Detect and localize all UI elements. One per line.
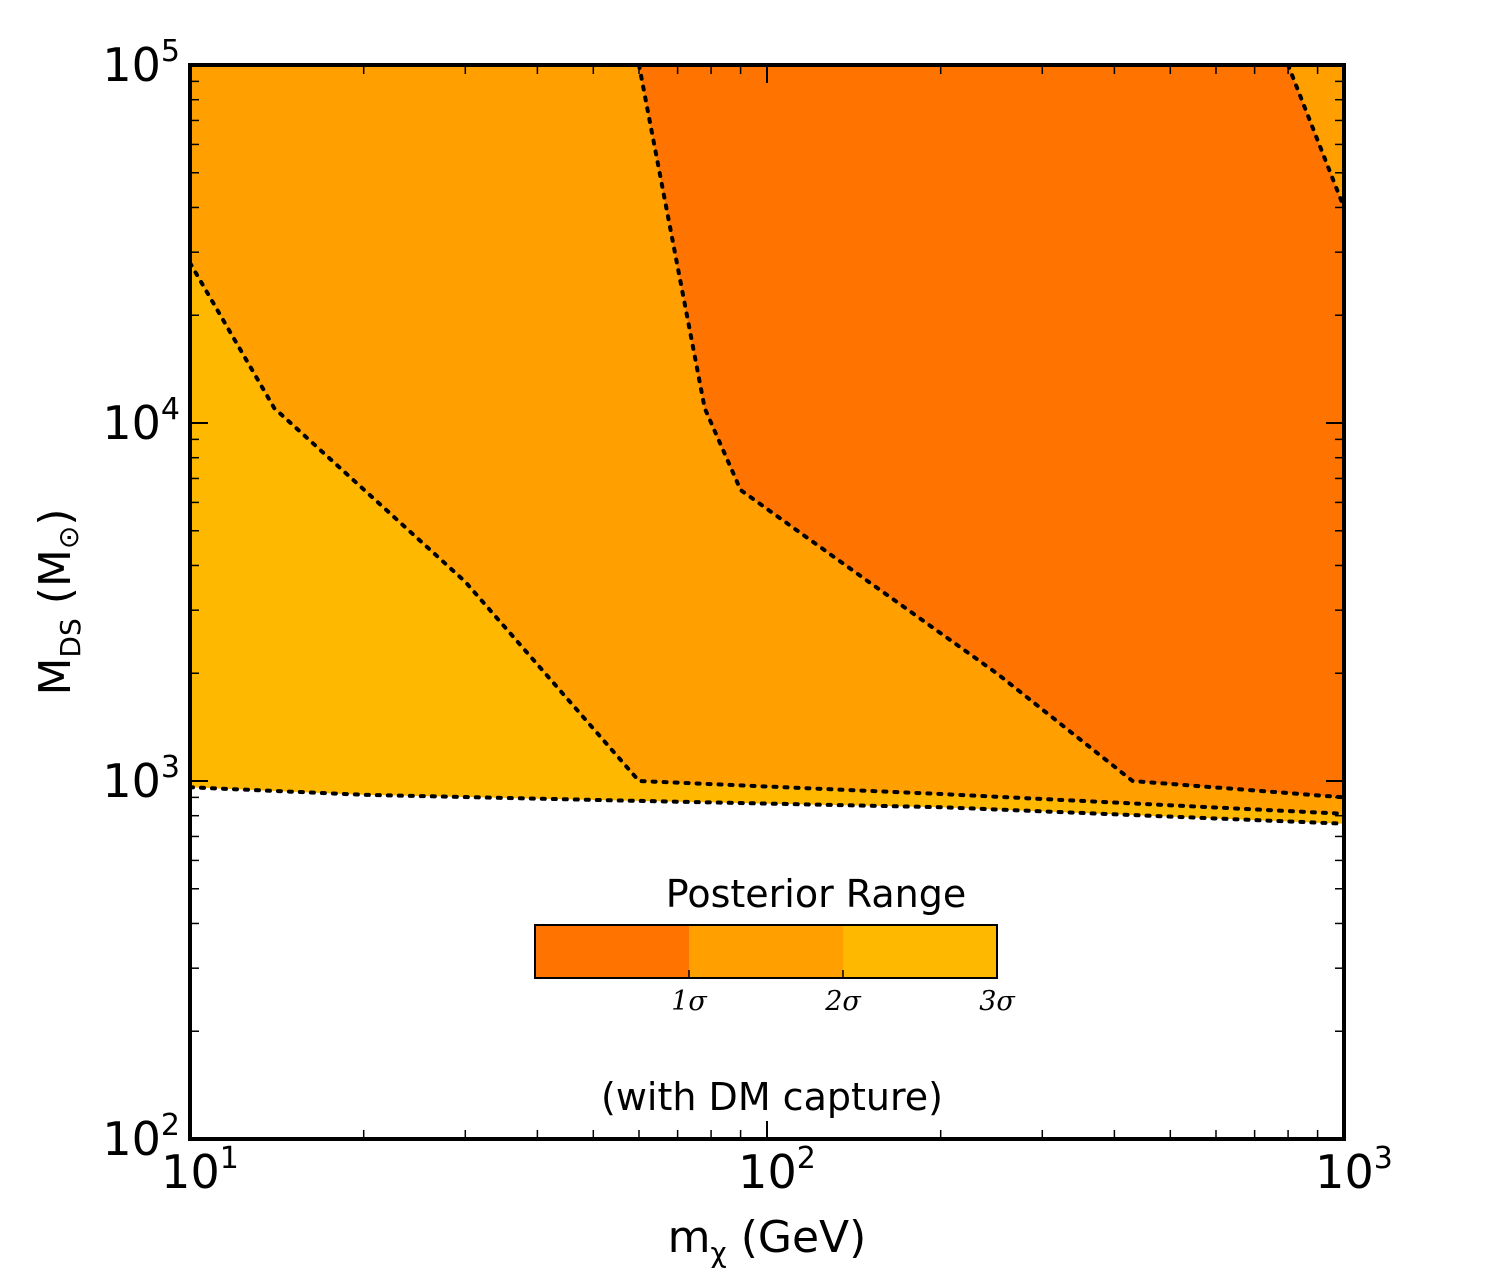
y-tick-base: 10 bbox=[102, 38, 161, 92]
x-axis-label-rest: (GeV) bbox=[727, 1212, 867, 1263]
y-axis-label-sub: DS bbox=[54, 618, 87, 657]
contour-lines bbox=[190, 65, 1344, 826]
x-tick-base: 10 bbox=[738, 1145, 797, 1199]
y-tick-label: 103 bbox=[102, 750, 180, 808]
x-tick-exponent: 2 bbox=[797, 1141, 816, 1176]
y-tick-exponent: 3 bbox=[161, 750, 180, 785]
x-tick-base: 10 bbox=[1315, 1145, 1374, 1199]
y-tick-base: 10 bbox=[102, 396, 161, 450]
y-tick-exponent: 2 bbox=[161, 1108, 180, 1143]
colorbar-tick-label: 3σ bbox=[979, 986, 1016, 1017]
y-tick-label: 105 bbox=[102, 34, 180, 92]
plot-frame bbox=[188, 63, 1346, 1141]
x-tick-base: 10 bbox=[161, 1145, 220, 1199]
y-tick-base: 10 bbox=[102, 754, 161, 808]
colorbar-segments bbox=[535, 925, 998, 978]
y-axis-label-main: M bbox=[30, 658, 81, 696]
colorbar-title: Posterior Range bbox=[666, 872, 966, 916]
y-tick-exponent: 5 bbox=[161, 34, 180, 69]
colorbar-ticks: 1σ 2σ 3σ bbox=[671, 970, 1016, 1017]
y-axis-label-close: ) bbox=[30, 508, 81, 525]
x-tick-label: 103 bbox=[1315, 1141, 1393, 1199]
x-axis-label: mχ (GeV) bbox=[668, 1212, 867, 1269]
y-tick-exponent: 4 bbox=[161, 392, 180, 427]
x-tick-exponent: 3 bbox=[1374, 1141, 1393, 1176]
x-tick-labels: 101 102 103 bbox=[161, 1141, 1393, 1199]
region-3 bbox=[639, 65, 1344, 798]
colorbar: Posterior Range 1σ 2σ 3σ bbox=[534, 872, 1016, 1017]
y-tick-label: 102 bbox=[102, 1108, 180, 1166]
x-axis-label-sub: χ bbox=[711, 1236, 727, 1269]
colorbar-segment bbox=[535, 925, 690, 978]
contour-line-2 bbox=[190, 260, 1344, 816]
x-tick-label: 102 bbox=[738, 1141, 816, 1199]
contour-line-4 bbox=[1286, 65, 1344, 210]
y-axis-label-sun-symbol: ⊙ bbox=[52, 526, 85, 549]
posterior-regions bbox=[190, 65, 1344, 824]
colorbar-segment bbox=[689, 925, 844, 978]
x-tick-exponent: 1 bbox=[220, 1141, 239, 1176]
x-tick-label: 101 bbox=[161, 1141, 239, 1199]
y-axis-label: MDS (M⊙) bbox=[30, 508, 87, 695]
x-axis-label-main: m bbox=[668, 1212, 711, 1263]
colorbar-frame bbox=[534, 924, 998, 979]
colorbar-tick-label: 1σ bbox=[671, 986, 708, 1017]
contour-line-1 bbox=[190, 785, 1344, 826]
annotation: (with DM capture) bbox=[601, 1075, 943, 1119]
y-tick-label: 104 bbox=[102, 392, 180, 450]
colorbar-tick-label: 2σ bbox=[824, 986, 862, 1017]
y-tick-base: 10 bbox=[102, 1112, 161, 1166]
colorbar-segment bbox=[843, 925, 998, 978]
contour-line-3 bbox=[637, 65, 1344, 800]
y-axis-label-rest: (M bbox=[30, 549, 81, 618]
